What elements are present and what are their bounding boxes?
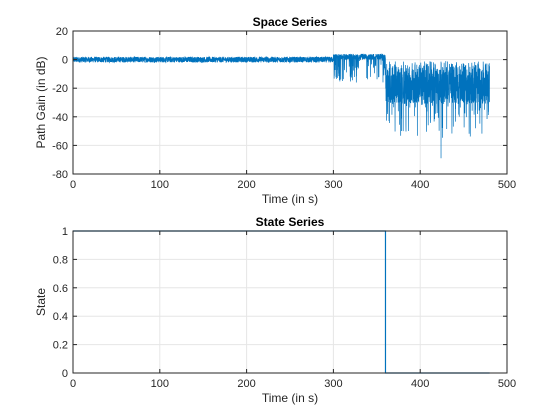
space-y-tick-label: -40 [52,112,68,124]
state-x-tick-label: 300 [324,378,342,390]
state-x-tick-label: 0 [70,378,76,390]
state-x-axis-label: Time (in s) [262,391,318,405]
state-y-tick-label: 0 [62,368,68,380]
state-x-tick-label: 100 [151,378,169,390]
space-y-tick-label: -60 [52,140,68,152]
space-x-tick-label: 500 [498,179,516,191]
state-y-tick-label: 1 [62,226,68,238]
space-x-tick-label: 100 [151,179,169,191]
space-y-tick-label: 20 [56,26,68,38]
space-y-tick-label: 0 [62,55,68,67]
space-x-tick-label: 200 [237,179,255,191]
state-y-tick-label: 0.8 [53,254,68,266]
state-axes-box [72,230,508,374]
state-y-tick-label: 0.4 [53,311,68,323]
space-chart-title: Space Series [253,15,328,29]
space-y-tick-label: -20 [52,83,68,95]
space-series-line [72,52,490,159]
state-y-tick-label: 0.6 [53,283,68,295]
state-y-axis-label: State [34,288,48,316]
space-x-tick-label: 300 [324,179,342,191]
state-series-axes: 0 100 200 300 400 500 1 0.8 0.6 0.4 0.2 0 State Seri… [34,215,516,405]
space-axes-box [72,30,508,175]
state-x-tick-label: 400 [411,378,429,390]
state-x-tick-label: 500 [498,378,516,390]
space-x-tick-label: 0 [70,179,76,191]
state-y-tick-label: 0.2 [53,340,68,352]
state-x-tick-label: 200 [237,378,255,390]
state-plot-area [73,231,507,373]
space-y-tick-label: -80 [52,169,68,181]
space-x-tick-label: 400 [411,179,429,191]
space-y-axis-label: Path Gain (in dB) [34,56,48,148]
space-x-axis-label: Time (in s) [262,192,318,206]
state-chart-title: State Series [256,215,325,229]
